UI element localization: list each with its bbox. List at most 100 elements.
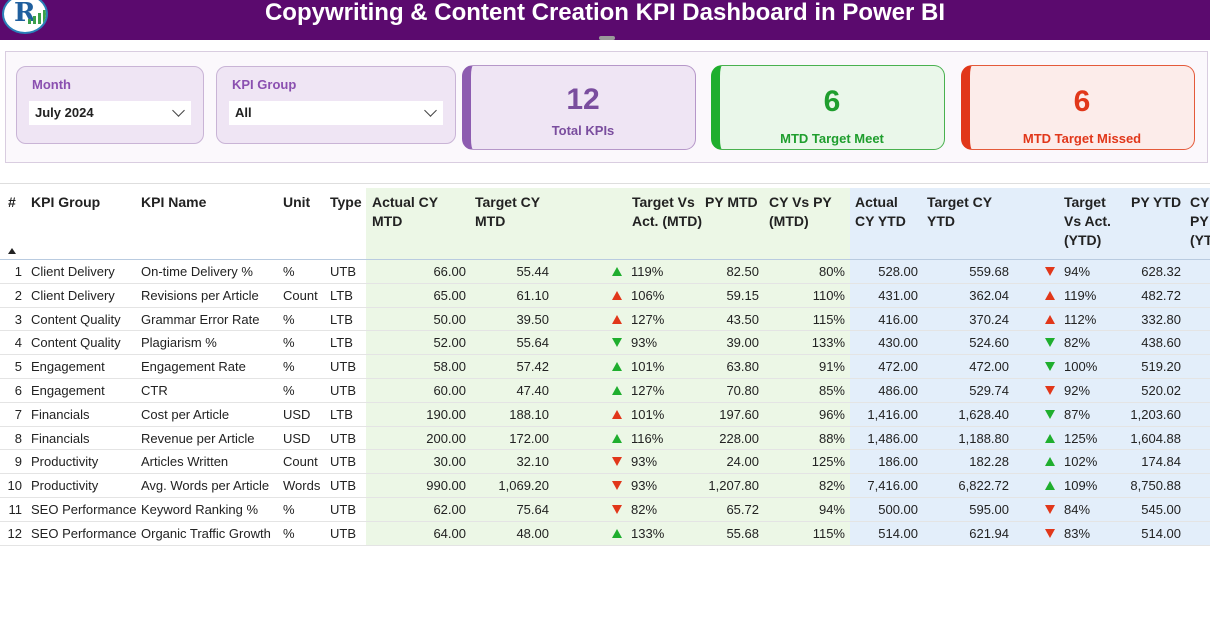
cell-target-cy-mtd: 55.64 <box>516 335 549 351</box>
cell-target-vs-act-mtd: 93% <box>631 335 658 351</box>
page-title: Copywriting & Content Creation KPI Dashb… <box>264 0 946 26</box>
chevron-down-icon[interactable] <box>172 104 185 117</box>
column-header-target-cy-ytd[interactable]: Target CY YTD <box>927 194 992 229</box>
cell-type: LTB <box>330 406 353 422</box>
cell-actual-cy-ytd: 500.00 <box>878 501 918 517</box>
column-header-cy-vs-py-ytd[interactable]: CY Vs PY (YTD) <box>1190 194 1210 248</box>
cell-unit: % <box>283 311 295 327</box>
cell-kpi-group: Content Quality <box>31 311 121 327</box>
month-dropdown-value: July 2024 <box>35 105 94 120</box>
table-row[interactable]: 4 Content Quality Plagiarism %% LTB 52.00 55.… <box>0 331 1210 356</box>
month-slicer: Month July 2024 <box>16 66 204 144</box>
triangle-down-icon <box>1045 504 1055 514</box>
cell-target-cy-ytd: 595.00 <box>969 501 1009 517</box>
table-row[interactable]: 9 Productivity Articles Written Count UTB 30.… <box>0 450 1210 475</box>
column-header-unit[interactable]: Unit <box>283 194 311 210</box>
triangle-up-icon <box>1045 433 1055 443</box>
month-slicer-label: Month <box>32 77 71 92</box>
cell-py-ytd: 519.20 <box>1141 359 1181 375</box>
cell-py-mtd: 65.72 <box>726 501 759 517</box>
total-kpis-card: 12 Total KPIs <box>462 65 696 150</box>
cell-type: UTB <box>330 264 356 279</box>
resize-handle[interactable] <box>599 36 615 40</box>
ytd-columns-band <box>850 188 1210 545</box>
table-row[interactable]: 6 Engagement CTR% UTB 60.00 47.40 127% 70.80 85%… <box>0 379 1210 403</box>
cell-type: UTB <box>330 501 356 517</box>
cell-actual-cy-mtd: 190.00 <box>426 406 466 422</box>
cell-actual-cy-mtd: 990.00 <box>426 478 466 494</box>
cell-actual-cy-ytd: 416.00 <box>878 311 918 327</box>
cell-py-mtd: 70.80 <box>726 382 759 398</box>
column-header-target-cy-mtd[interactable]: Target CY MTD <box>475 194 540 229</box>
column-header-target-vs-act-mtd[interactable]: Target Vs Act. (MTD) <box>632 194 702 229</box>
table-row[interactable]: 8 Financials Revenue per Article USD UTB 200.… <box>0 427 1210 451</box>
cell-type: UTB <box>330 359 356 375</box>
table-row[interactable]: 5 Engagement Engagement Rate% UTB 58.00 57.42… <box>0 355 1210 379</box>
sort-ascending-icon[interactable] <box>8 248 16 254</box>
table-row[interactable]: 10 Productivity Avg. Words per Article Word… <box>0 474 1210 498</box>
column-header-type[interactable]: Type <box>330 194 362 210</box>
month-dropdown[interactable]: July 2024 <box>29 101 191 125</box>
cell-kpi-name: Revisions per Article <box>141 287 259 303</box>
cell-target-vs-act-ytd: 94% <box>1064 264 1091 279</box>
cell-kpi-name: Cost per Article <box>141 406 230 422</box>
cell-index: 8 <box>14 430 22 446</box>
cell-cy-vs-py-mtd: 115% <box>812 525 845 541</box>
table-row[interactable]: 7 Financials Cost per Article USD LTB 190.00 1… <box>0 403 1210 427</box>
triangle-down-icon <box>1045 338 1055 348</box>
cell-unit: % <box>283 264 295 279</box>
cell-kpi-name: Plagiarism % <box>141 335 217 351</box>
triangle-up-icon <box>612 314 622 324</box>
cell-py-ytd: 438.60 <box>1141 335 1181 351</box>
column-header-kpi-name[interactable]: KPI Name <box>141 194 207 210</box>
cell-target-vs-act-ytd: 83% <box>1064 525 1091 541</box>
table-row[interactable]: 2 Client Delivery Revisions per Article Cou… <box>0 284 1210 308</box>
cell-actual-cy-mtd: 65.00 <box>433 287 466 303</box>
cell-actual-cy-mtd: 66.00 <box>433 264 466 279</box>
mtd-target-missed-value: 6 <box>1073 85 1091 118</box>
table-top-divider <box>0 183 1210 184</box>
cell-unit: Count <box>283 454 318 470</box>
cell-target-cy-ytd: 529.74 <box>969 382 1009 398</box>
table-row[interactable]: 11 SEO Performance Keyword Ranking %% UTB 62… <box>0 498 1210 522</box>
table-row[interactable]: 12 SEO Performance Organic Traffic Growth%… <box>0 522 1210 546</box>
triangle-down-icon <box>612 457 622 467</box>
cell-target-vs-act-mtd: 127% <box>631 311 665 327</box>
cell-actual-cy-mtd: 30.00 <box>433 454 466 470</box>
cell-kpi-group: Financials <box>31 430 90 446</box>
cell-cy-vs-py-mtd: 91% <box>818 359 845 375</box>
cell-index: 10 <box>7 478 22 494</box>
cell-kpi-group: Productivity <box>31 478 99 494</box>
cell-target-vs-act-mtd: 101% <box>631 406 665 422</box>
cell-type: UTB <box>330 382 356 398</box>
cell-target-vs-act-ytd: 109% <box>1064 478 1098 494</box>
cell-actual-cy-mtd: 50.00 <box>433 311 466 327</box>
column-header-actual-cy-mtd[interactable]: Actual CY MTD <box>372 194 438 229</box>
column-header-kpi-group[interactable]: KPI Group <box>31 194 101 210</box>
cell-target-cy-ytd: 1,628.40 <box>958 406 1009 422</box>
triangle-up-icon <box>1045 457 1055 467</box>
cell-target-vs-act-mtd: 101% <box>631 359 665 375</box>
kpi-group-dropdown[interactable]: All <box>229 101 443 125</box>
column-header-actual-cy-ytd[interactable]: Actual CY YTD <box>855 194 906 229</box>
total-kpis-label: Total KPIs <box>551 123 615 138</box>
cell-actual-cy-ytd: 430.00 <box>878 335 918 351</box>
cell-kpi-name: Engagement Rate <box>141 359 246 375</box>
cell-actual-cy-ytd: 528.00 <box>878 264 918 279</box>
cell-py-ytd: 514.00 <box>1141 525 1181 541</box>
cell-target-cy-ytd: 6,822.72 <box>958 478 1009 494</box>
table-row[interactable]: 1 Client Delivery On-time Delivery %% UTB 66… <box>0 260 1210 284</box>
table-row[interactable]: 3 Content Quality Grammar Error Rate% LTB 50… <box>0 308 1210 332</box>
column-header-py-ytd[interactable]: PY YTD <box>1131 194 1182 210</box>
column-header-py-mtd[interactable]: PY MTD <box>705 194 758 210</box>
chevron-down-icon[interactable] <box>424 104 437 117</box>
triangle-up-icon <box>612 267 622 276</box>
column-header-cy-vs-py-mtd[interactable]: CY Vs PY (MTD) <box>769 194 832 229</box>
cell-py-mtd: 1,207.80 <box>708 478 759 494</box>
column-header-target-vs-act-ytd[interactable]: Target Vs Act. (YTD) <box>1064 194 1111 248</box>
cell-cy-vs-py-mtd: 133% <box>811 335 845 351</box>
cell-actual-cy-ytd: 1,416.00 <box>867 406 918 422</box>
mtd-target-meet-label: MTD Target Meet <box>780 131 884 146</box>
column-header-index[interactable]: # <box>8 194 16 210</box>
cell-target-cy-mtd: 61.10 <box>516 287 549 303</box>
